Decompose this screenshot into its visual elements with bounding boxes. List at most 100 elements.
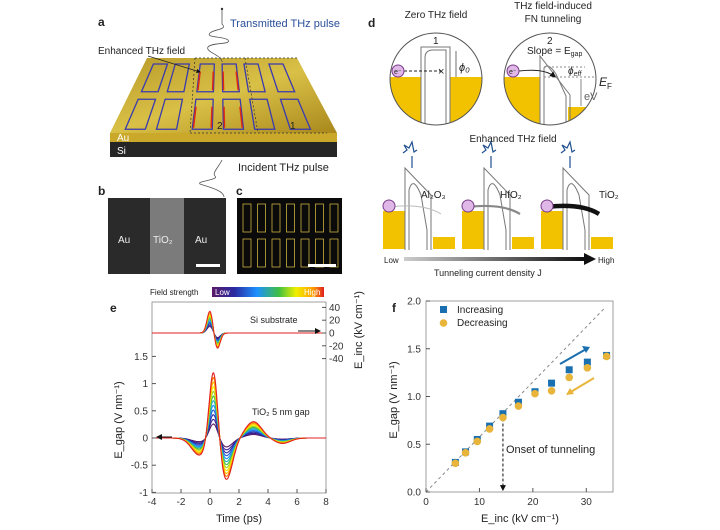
y-tick-label-f: 0.5 bbox=[407, 440, 421, 451]
ef-subscript: F bbox=[607, 82, 612, 91]
barrier bbox=[404, 166, 432, 250]
au-layer-side bbox=[110, 133, 337, 142]
data-point-increasing bbox=[548, 379, 556, 387]
y-tick-label-e-right: 40 bbox=[329, 303, 341, 314]
data-point-decreasing bbox=[485, 425, 494, 433]
region-1-label: 1 bbox=[290, 121, 296, 132]
metal-fermi-sea bbox=[541, 211, 563, 249]
x-axis-label-e: Time (ps) bbox=[216, 513, 262, 525]
enhanced-field-hotspot bbox=[192, 106, 197, 128]
scale-bar bbox=[308, 264, 336, 267]
slope-label: Slope = Egap bbox=[527, 46, 582, 58]
y-tick-label-e-left: 1.5 bbox=[134, 352, 148, 363]
electron-icon bbox=[540, 199, 554, 213]
x-tick-label-e: -4 bbox=[148, 497, 157, 508]
phi0-label: ϕ₀ bbox=[459, 62, 470, 74]
barrier-inner bbox=[487, 183, 507, 250]
fn-title-1: THz field-induced bbox=[514, 1, 592, 12]
data-point-decreasing bbox=[451, 459, 460, 468]
x-tick-label-e: 0 bbox=[207, 497, 213, 508]
unit-cell-outline bbox=[189, 57, 327, 134]
data-point-decreasing bbox=[473, 437, 482, 446]
slot bbox=[271, 203, 281, 233]
panel-d: d Zero THz field THz field-induced FN tu… bbox=[368, 1, 619, 278]
incident-field-trace bbox=[152, 324, 326, 339]
y-tick-label-f: 1.0 bbox=[407, 392, 421, 403]
slot-resonator bbox=[248, 98, 276, 130]
enhanced-field-label: Enhanced THz field bbox=[98, 46, 185, 57]
tem-au-right: Au bbox=[195, 235, 207, 246]
slot-resonator bbox=[166, 63, 191, 93]
circle-2-label: 2 bbox=[547, 36, 553, 47]
slot-resonator bbox=[191, 98, 214, 130]
y-tick-label-f: 0.0 bbox=[407, 488, 421, 499]
y-tick-label-e-right: -40 bbox=[329, 354, 344, 365]
barrier bbox=[483, 166, 511, 250]
y-tick-label-e-right: 20 bbox=[329, 316, 341, 327]
panel-label-d: d bbox=[368, 16, 375, 30]
slot bbox=[329, 203, 339, 233]
panel-label-a: a bbox=[98, 15, 105, 29]
zero-field-diagram bbox=[390, 45, 482, 125]
incident-field-trace bbox=[152, 312, 326, 348]
au-label: Au bbox=[117, 133, 129, 144]
data-point-decreasing bbox=[499, 413, 507, 422]
slot-resonator bbox=[140, 63, 169, 93]
zero-field-circle bbox=[389, 32, 483, 126]
phi-eff-label: ϕeff bbox=[568, 66, 582, 78]
panel-label-e: e bbox=[110, 301, 117, 315]
data-point-decreasing bbox=[565, 373, 573, 382]
slot-resonator bbox=[279, 98, 312, 130]
panel-f: f 0 10 20 30 0.0 0.5 1.0 1.5 2.0 Increasing Decr… bbox=[388, 297, 614, 525]
data-point-decreasing bbox=[531, 389, 539, 398]
material-label: TiO₂ bbox=[599, 190, 619, 201]
data-point-decreasing bbox=[583, 364, 592, 372]
slot bbox=[257, 203, 266, 233]
colorbar-low: Low bbox=[215, 288, 230, 297]
slot bbox=[242, 203, 252, 233]
slope-text: Slope = E bbox=[527, 46, 571, 57]
slot bbox=[242, 238, 252, 268]
metal-fermi-sea bbox=[383, 211, 405, 249]
barrier-inner bbox=[566, 183, 586, 250]
y-axis-label-f: E_gap (V nm⁻¹) bbox=[388, 361, 400, 438]
enhanced-field-pointer bbox=[147, 55, 201, 73]
panel-label-b: b bbox=[98, 184, 105, 198]
phi-eff-text: ϕ bbox=[568, 66, 574, 77]
slot bbox=[315, 203, 324, 233]
slot-resonator bbox=[268, 63, 296, 93]
legend-decreasing: Decreasing bbox=[457, 318, 508, 329]
incident-field-trace bbox=[152, 310, 326, 349]
transmitted-pulse-label: Transmitted THz pulse bbox=[230, 18, 340, 30]
tio2-gap-label: TiO₂ 5 nm gap bbox=[252, 407, 310, 417]
y-tick-label-e-right: -20 bbox=[329, 341, 344, 352]
current-density-label: Tunneling current density J bbox=[434, 268, 542, 278]
data-point-decreasing bbox=[547, 386, 556, 395]
slot bbox=[271, 238, 281, 268]
slot bbox=[300, 203, 310, 233]
slope-subscript: gap bbox=[571, 51, 583, 58]
y-tick-label-e-right: 0 bbox=[329, 329, 335, 340]
thz-pulse-icon bbox=[481, 140, 497, 168]
zero-field-title: Zero THz field bbox=[405, 10, 468, 21]
electron-icon bbox=[391, 64, 405, 78]
gap-field-trace bbox=[152, 386, 326, 472]
increasing-arrow-head bbox=[582, 346, 590, 353]
resonator-array bbox=[124, 63, 312, 130]
au-top-surface bbox=[110, 58, 337, 133]
pulse-arrow-head bbox=[220, 7, 224, 11]
slot-resonator bbox=[196, 63, 215, 93]
data-point-increasing bbox=[514, 398, 522, 406]
metal-fermi-sea bbox=[512, 237, 534, 249]
gap-field-trace bbox=[152, 376, 326, 477]
data-point-decreasing bbox=[514, 402, 523, 410]
si-layer-side bbox=[110, 142, 337, 157]
panel-c: c bbox=[236, 184, 342, 274]
ef-text: E bbox=[599, 75, 608, 89]
fn-title-2: FN tunneling bbox=[525, 14, 582, 25]
decreasing-arrow bbox=[568, 377, 595, 394]
y-tick-label-e-left: -1 bbox=[139, 488, 148, 499]
slot bbox=[286, 203, 295, 233]
barrier bbox=[562, 166, 590, 250]
x-tick-label-e: -2 bbox=[177, 497, 186, 508]
